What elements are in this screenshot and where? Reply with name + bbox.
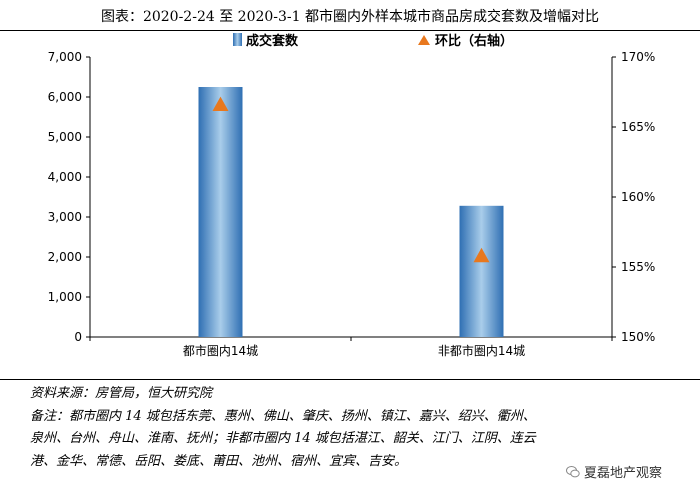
x-tick-label: 都市圈内14城	[183, 343, 258, 358]
y-left-tick-label: 4,000	[48, 170, 82, 184]
note-line: 港、金华、常德、岳阳、娄底、莆田、池州、宿州、宜宾、吉安。	[30, 453, 408, 469]
y-left-tick-label: 1,000	[48, 290, 82, 304]
footer-divider	[0, 379, 700, 380]
y-left-tick-label: 0	[74, 330, 82, 344]
y-left-tick-label: 6,000	[48, 90, 82, 104]
watermark: 夏磊地产观察	[566, 462, 662, 481]
source-note: 资料来源：房管局，恒大研究院	[30, 386, 213, 401]
y-left-tick-label: 5,000	[48, 130, 82, 144]
note-line: 备注：都市圈内 14 城包括东莞、惠州、佛山、肇庆、扬州、镇江、嘉兴、绍兴、衢州…	[30, 408, 536, 424]
chart-title: 图表：2020-2-24 至 2020-3-1 都市圈内外样本城市商品房成交套数…	[100, 9, 600, 25]
ratio-marker	[473, 247, 490, 263]
footnotes: 资料来源：房管局，恒大研究院 备注：都市圈内 14 城包括东莞、惠州、佛山、肇庆…	[30, 383, 700, 473]
legend-bar-label: 成交套数	[246, 33, 299, 49]
y-right-tick-label: 165%	[621, 120, 655, 134]
y-right-tick-label: 170%	[621, 50, 655, 64]
legend-bar-swatch	[233, 33, 242, 46]
bar-chart: 0 1,000 2,000 3,000 4,000 5,000 6,000 7,000 150%…	[48, 33, 655, 358]
title-divider	[0, 30, 700, 31]
wechat-icon	[566, 465, 580, 477]
note-line: 泉州、台州、舟山、淮南、抚州；非都市圈内 14 城包括湛江、韶关、江门、江阴、连…	[30, 431, 536, 446]
y-right-tick-label: 155%	[621, 260, 655, 274]
watermark-text: 夏磊地产观察	[584, 466, 663, 481]
y-left-tick-label: 7,000	[48, 50, 82, 64]
bar	[198, 87, 243, 337]
y-left-tick-label: 3,000	[48, 210, 82, 224]
y-right-tick-label: 150%	[621, 330, 655, 344]
ratio-marker	[212, 96, 229, 111]
bar	[459, 205, 504, 337]
x-tick-label: 非都市圈内14城	[438, 343, 525, 358]
legend-marker-label: 环比（右轴）	[435, 33, 513, 49]
y-left-tick-label: 2,000	[48, 250, 82, 264]
y-right-tick-label: 160%	[621, 190, 655, 204]
legend-marker-swatch	[418, 35, 430, 45]
